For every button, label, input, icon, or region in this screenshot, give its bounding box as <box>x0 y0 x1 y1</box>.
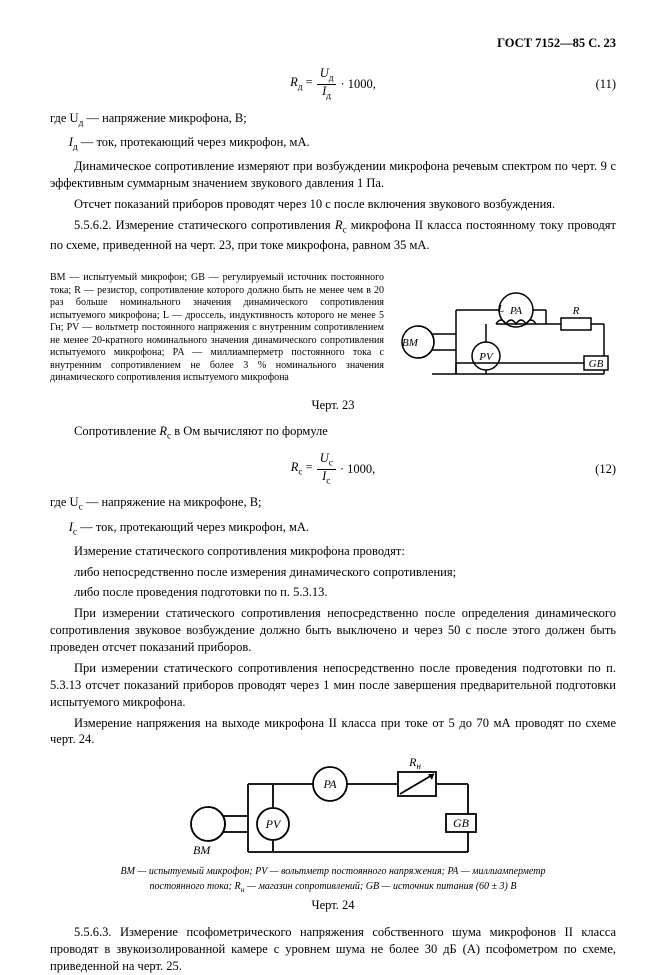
figure-23-block: BM — испытуемый микрофон; GB — регулируе… <box>50 264 616 394</box>
svg-text:BM: BM <box>402 337 419 349</box>
svg-text:PA: PA <box>322 777 337 791</box>
svg-text:Rн: Rн <box>408 755 421 771</box>
where2-i: Iс — ток, протекающий через микрофон, мА… <box>50 519 616 539</box>
paragraph-6: либо непосредственно после измерения дин… <box>50 564 616 581</box>
svg-text:PA: PA <box>509 305 522 317</box>
equation-12: Rс = Uс Iс · 1000, (12) <box>50 452 616 487</box>
where-id: Iд — ток, протекающий через микрофон, мА… <box>50 134 616 154</box>
paragraph-7: либо после проведения подготовки по п. 5… <box>50 584 616 601</box>
paragraph-4: Сопротивление Rс в Ом вычисляют по форму… <box>50 423 616 443</box>
figure-23-caption: BM — испытуемый микрофон; GB — регулируе… <box>50 272 384 385</box>
svg-text:GB: GB <box>453 816 470 830</box>
paragraph-3: 5.5.6.2. Измерение статического сопротив… <box>50 217 616 254</box>
paragraph-5: Измерение статического сопротивления мик… <box>50 543 616 560</box>
page-header: ГОСТ 7152—85 С. 23 <box>50 35 616 52</box>
equation-11: Rд = Uд Iд · 1000, (11) <box>50 67 616 102</box>
equation-12-number: (12) <box>595 461 616 478</box>
svg-text:R: R <box>572 305 580 317</box>
paragraph-2: Отсчет показаний приборов проводят через… <box>50 196 616 213</box>
paragraph-10: Измерение напряжения на выходе микрофона… <box>50 715 616 749</box>
svg-text:PV: PV <box>478 351 494 363</box>
figure-24-label: Черт. 24 <box>50 897 616 914</box>
figure-24-circuit: PA PV BM GB Rн <box>50 754 616 864</box>
paragraph-11: 5.5.6.3. Измерение псофометрического нап… <box>50 924 616 975</box>
where2-u: где Uс — напряжение на микрофоне, В; <box>50 494 616 514</box>
figure-24-caption-2: постоянного тока; Rн — магазин сопротивл… <box>50 881 616 894</box>
paragraph-8: При измерении статического сопротивления… <box>50 605 616 656</box>
svg-text:GB: GB <box>589 358 604 370</box>
paragraph-9: При измерении статического сопротивления… <box>50 660 616 711</box>
svg-text:L: L <box>497 303 504 315</box>
svg-text:BM: BM <box>193 843 211 857</box>
figure-23-circuit: PA PV BM GB R <box>396 264 616 394</box>
where-ud: где Uд — напряжение микрофона, В; <box>50 110 616 130</box>
svg-text:PV: PV <box>265 817 282 831</box>
figure-23-label: Черт. 23 <box>50 397 616 414</box>
paragraph-1: Динамическое сопротивление измеряют при … <box>50 158 616 192</box>
figure-24-caption-1: BM — испытуемый микрофон; PV — вольтметр… <box>50 866 616 879</box>
equation-11-number: (11) <box>596 76 616 93</box>
